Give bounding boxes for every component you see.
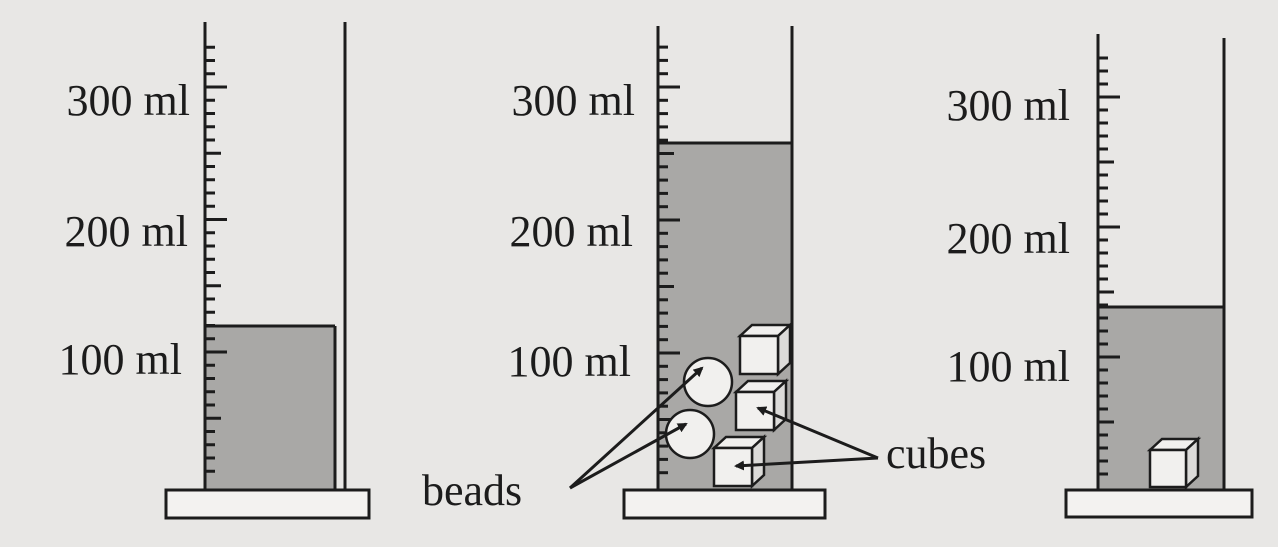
beads-arrow xyxy=(568,366,704,490)
cylinder-left: 300 ml 200 ml 100 ml xyxy=(59,22,371,520)
scale-label-100: 100 ml xyxy=(59,335,182,384)
cylinder-base xyxy=(164,488,371,520)
beads-label: beads xyxy=(422,466,522,515)
scale-label-300: 300 ml xyxy=(512,76,635,125)
scale-label-200: 200 ml xyxy=(65,207,188,256)
cube xyxy=(1146,436,1202,490)
cylinder-base xyxy=(1064,488,1254,519)
cubes-arrow xyxy=(756,406,879,460)
scale-ticks xyxy=(1098,56,1120,476)
scale-label-100: 100 ml xyxy=(508,337,631,386)
scale-label-200: 200 ml xyxy=(510,207,633,256)
scale-label-100: 100 ml xyxy=(947,342,1070,391)
bead xyxy=(664,408,716,460)
scale-label-300: 300 ml xyxy=(947,81,1070,130)
cylinder-middle: 300 ml 200 ml 100 ml xyxy=(508,26,827,520)
cube xyxy=(736,322,794,377)
beads-arrow xyxy=(569,422,688,490)
cubes-arrow xyxy=(734,456,879,471)
bead xyxy=(682,356,734,408)
cubes-callout: cubes xyxy=(734,406,986,478)
cube xyxy=(710,434,768,489)
cube xyxy=(732,378,790,433)
cylinder-base xyxy=(622,488,827,520)
scale-ticks xyxy=(205,45,227,473)
scale-ticks xyxy=(658,45,680,475)
scale-label-300: 300 ml xyxy=(67,76,190,125)
scale-label-200: 200 ml xyxy=(947,214,1070,263)
cylinder-right: 300 ml 200 ml 100 ml xyxy=(947,34,1254,519)
beads-callout: beads xyxy=(422,366,704,515)
cubes-label: cubes xyxy=(886,429,986,478)
